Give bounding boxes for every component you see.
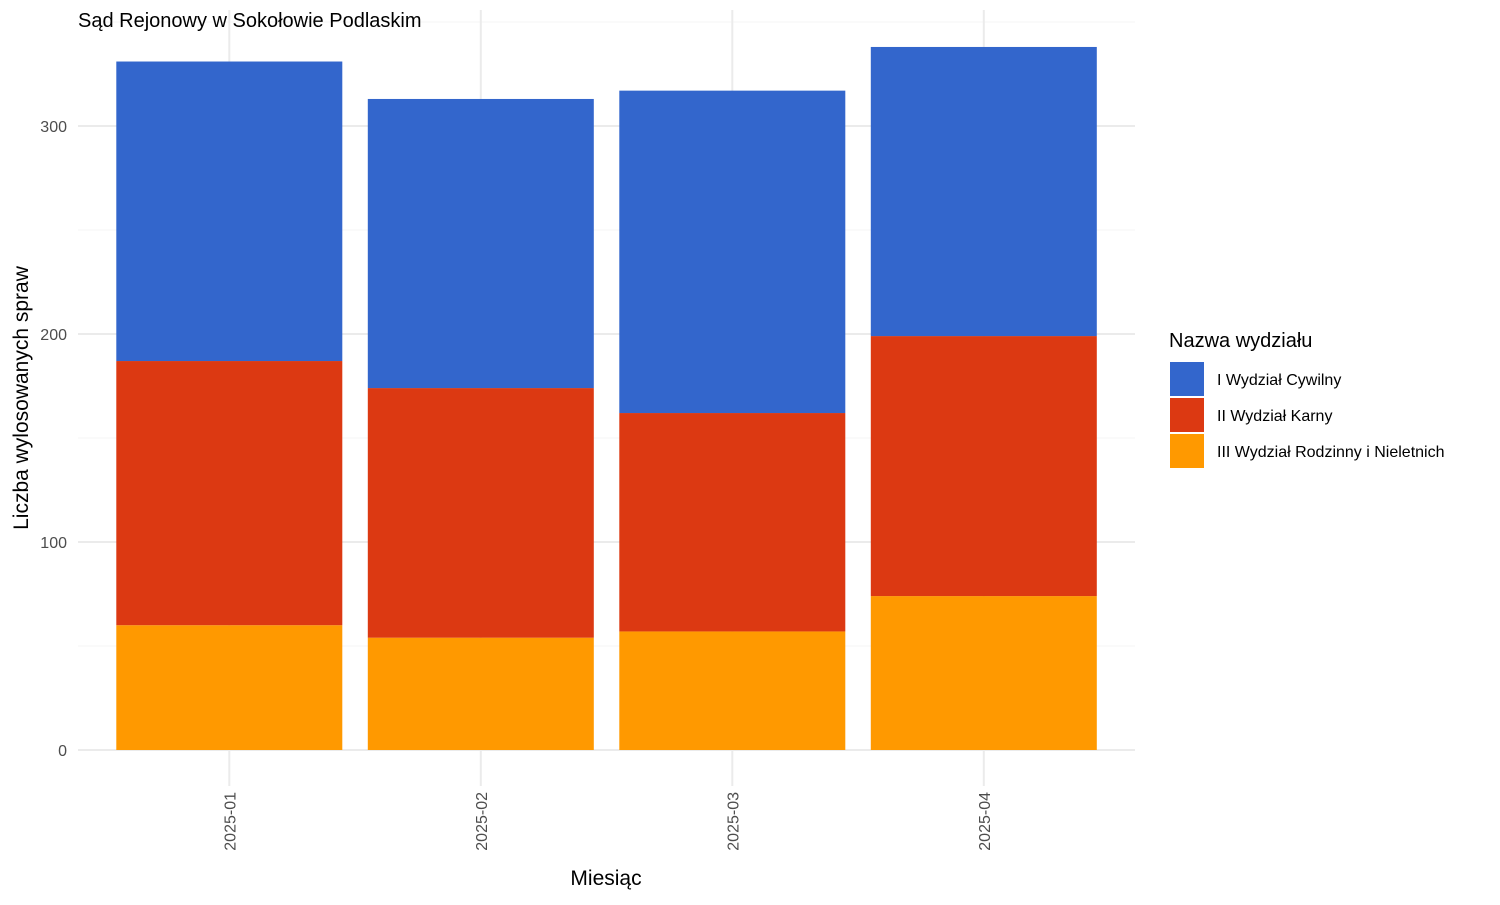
y-tick-label: 300 <box>40 119 67 136</box>
chart-title: Sąd Rejonowy w Sokołowie Podlaskim <box>78 10 422 32</box>
bar-segment <box>619 631 846 750</box>
bar-segment <box>116 361 343 626</box>
y-axis-title: Liczba wylosowanych spraw <box>10 265 33 530</box>
y-tick-label: 200 <box>40 327 67 344</box>
bar-segment <box>116 625 343 750</box>
bar-segment <box>619 413 846 632</box>
legend-title: Nazwa wydziału <box>1169 330 1312 352</box>
y-axis: 0 100 200 300 <box>40 119 67 760</box>
legend-key <box>1170 398 1204 432</box>
x-tick-label: 2025-04 <box>977 792 994 851</box>
bar-segment <box>870 46 1097 337</box>
bar-segment <box>367 98 594 389</box>
x-tick-label: 2025-02 <box>474 792 491 851</box>
bar-segment <box>870 336 1097 597</box>
bar-segment <box>367 388 594 638</box>
legend-label: II Wydział Karny <box>1217 408 1332 425</box>
legend-key <box>1170 362 1204 396</box>
bar-segment <box>619 90 846 414</box>
y-tick-label: 0 <box>58 743 67 760</box>
x-axis-title: Miesiąc <box>570 867 641 890</box>
y-tick-label: 100 <box>40 535 67 552</box>
legend: Nazwa wydziału I Wydział Cywilny II Wydzi… <box>1169 330 1445 468</box>
bar-segment <box>116 61 343 362</box>
x-tick-label: 2025-03 <box>725 792 742 851</box>
legend-label: I Wydział Cywilny <box>1217 372 1341 389</box>
x-axis: 2025-01 2025-02 2025-03 2025-04 <box>222 792 994 851</box>
bar-segment <box>367 637 594 750</box>
bar-segment <box>870 596 1097 750</box>
legend-key <box>1170 434 1204 468</box>
x-tick-label: 2025-01 <box>222 792 239 851</box>
bars <box>116 46 1097 750</box>
legend-label: III Wydział Rodzinny i Nieletnich <box>1217 444 1445 461</box>
